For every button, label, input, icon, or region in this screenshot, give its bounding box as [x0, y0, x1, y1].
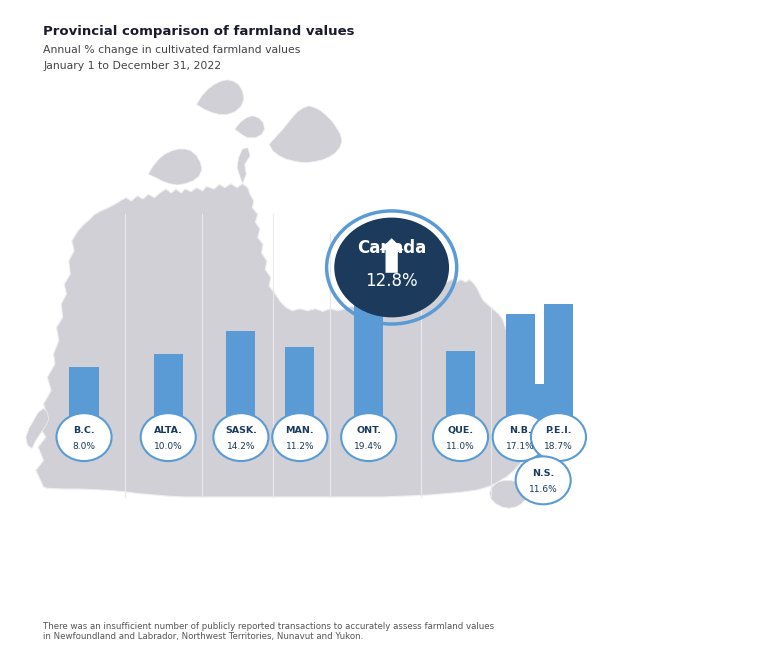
Text: 18.7%: 18.7% — [544, 442, 573, 451]
FancyBboxPatch shape — [227, 331, 256, 417]
Text: SASK.: SASK. — [225, 426, 257, 435]
FancyBboxPatch shape — [69, 367, 98, 417]
Text: MAN.: MAN. — [286, 426, 314, 435]
Text: 19.4%: 19.4% — [354, 442, 383, 451]
Polygon shape — [235, 116, 265, 138]
Text: 11.0%: 11.0% — [446, 442, 475, 451]
Text: N.B.: N.B. — [509, 426, 531, 435]
Text: 17.1%: 17.1% — [506, 442, 535, 451]
Circle shape — [492, 413, 548, 461]
Text: 12.8%: 12.8% — [366, 272, 418, 290]
Text: B.C.: B.C. — [73, 426, 94, 435]
FancyBboxPatch shape — [505, 314, 535, 417]
Circle shape — [334, 218, 449, 317]
FancyBboxPatch shape — [354, 301, 383, 417]
Text: Provincial comparison of farmland values: Provincial comparison of farmland values — [44, 25, 355, 37]
Polygon shape — [533, 420, 568, 447]
Circle shape — [531, 413, 586, 461]
Polygon shape — [270, 106, 342, 162]
Polygon shape — [538, 462, 554, 474]
Text: 8.0%: 8.0% — [72, 442, 95, 451]
Polygon shape — [490, 480, 526, 508]
Polygon shape — [26, 409, 49, 448]
Text: January 1 to December 31, 2022: January 1 to December 31, 2022 — [44, 61, 222, 71]
FancyBboxPatch shape — [528, 384, 558, 460]
FancyBboxPatch shape — [446, 351, 475, 417]
FancyBboxPatch shape — [285, 347, 314, 417]
Circle shape — [214, 413, 269, 461]
Text: P.E.I.: P.E.I. — [545, 426, 571, 435]
Text: ALTA.: ALTA. — [154, 426, 183, 435]
FancyBboxPatch shape — [154, 354, 183, 417]
Text: Annual % change in cultivated farmland values: Annual % change in cultivated farmland v… — [44, 45, 301, 55]
Text: Canada: Canada — [357, 238, 426, 257]
Text: 11.2%: 11.2% — [286, 442, 314, 451]
Text: 10.0%: 10.0% — [154, 442, 183, 451]
Text: N.S.: N.S. — [532, 469, 554, 478]
Circle shape — [433, 413, 488, 461]
Circle shape — [341, 413, 396, 461]
FancyArrow shape — [379, 238, 404, 273]
Text: There was an insufficient number of publicly reported transactions to accurately: There was an insufficient number of publ… — [44, 622, 495, 641]
FancyBboxPatch shape — [544, 304, 573, 417]
Text: 14.2%: 14.2% — [227, 442, 255, 451]
Polygon shape — [237, 148, 250, 184]
Text: QUE.: QUE. — [448, 426, 474, 435]
Text: ONT.: ONT. — [356, 426, 381, 435]
Polygon shape — [148, 149, 202, 185]
Circle shape — [141, 413, 196, 461]
Circle shape — [57, 413, 111, 461]
Polygon shape — [197, 80, 244, 114]
Text: 11.6%: 11.6% — [529, 485, 558, 494]
Circle shape — [515, 456, 571, 504]
Polygon shape — [36, 184, 534, 497]
Circle shape — [273, 413, 327, 461]
